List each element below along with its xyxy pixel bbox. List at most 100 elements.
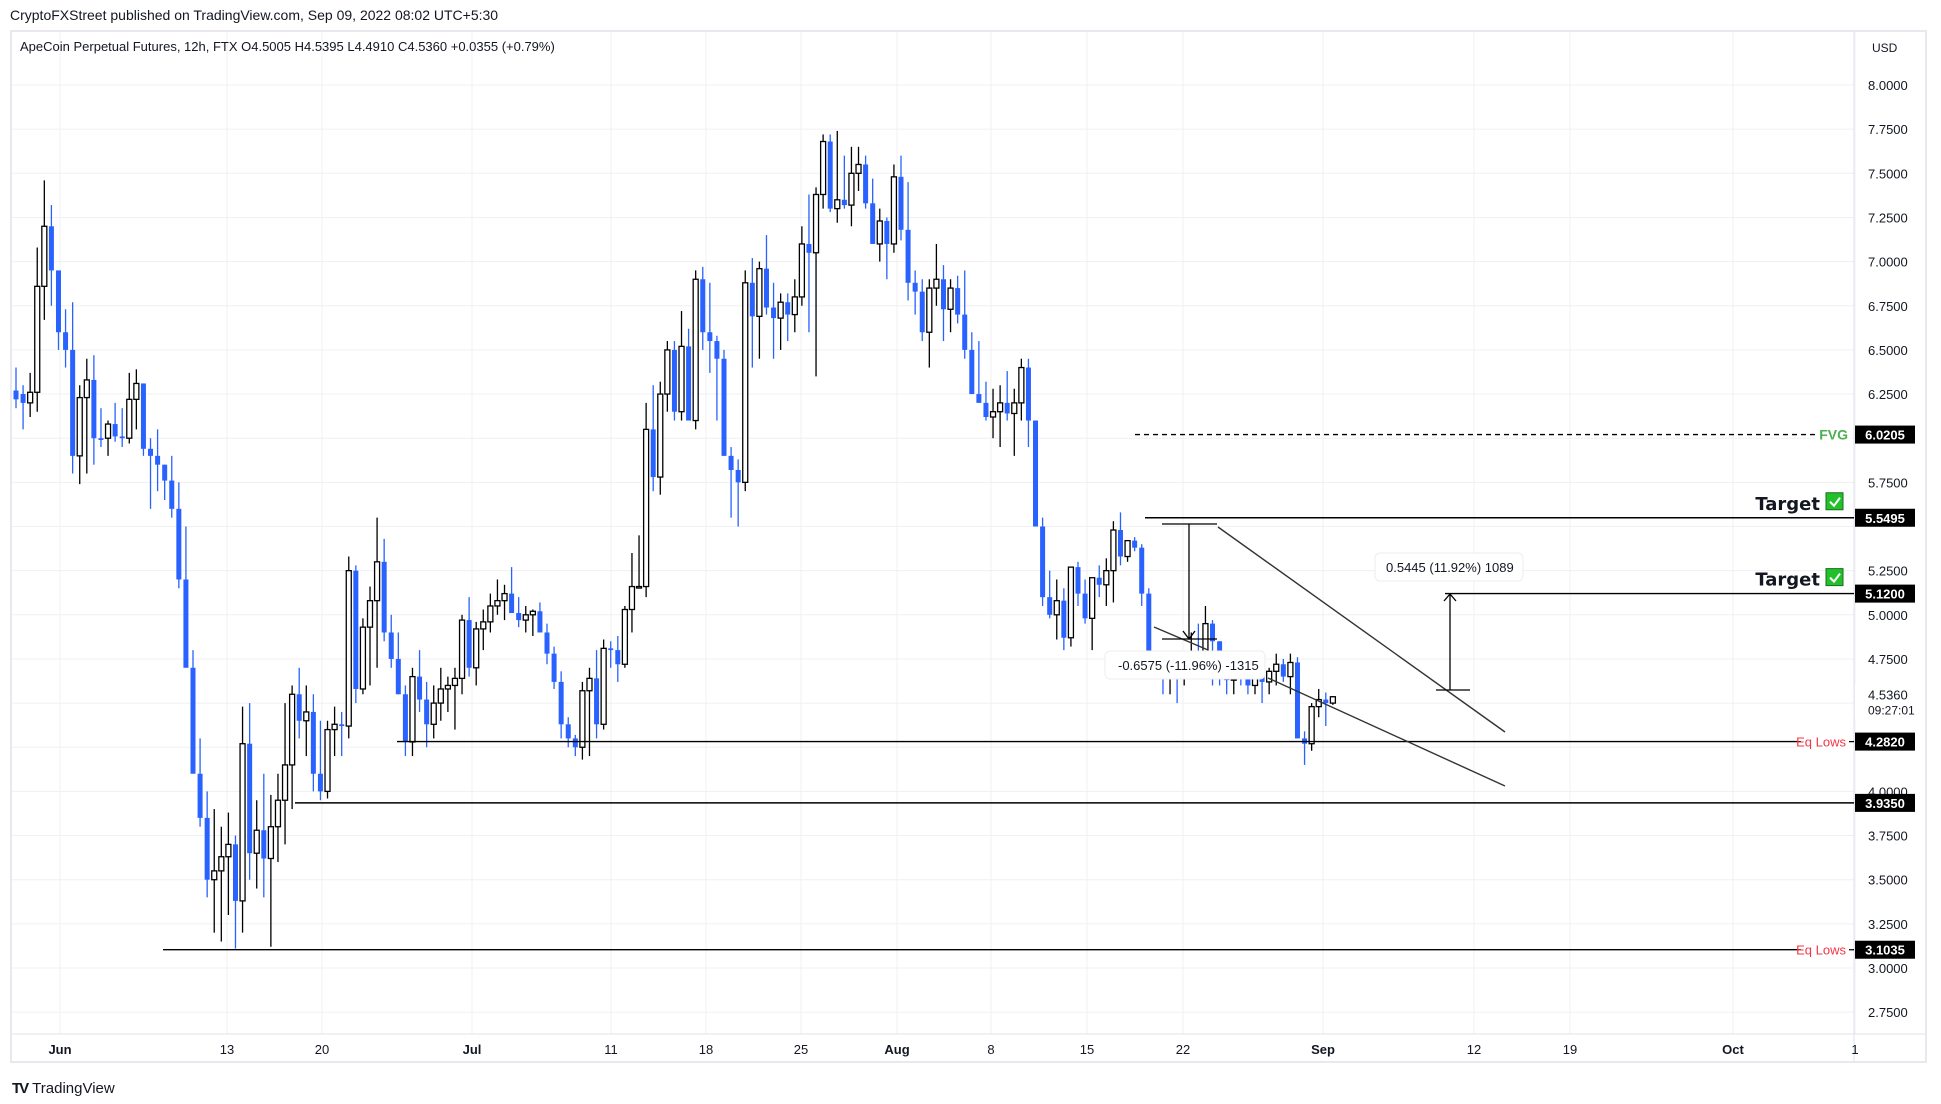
candle bbox=[225, 812, 232, 916]
bear-candle-body bbox=[339, 724, 345, 727]
bear-candle-body bbox=[771, 307, 777, 319]
symbol-legend: ApeCoin Perpetual Futures, 12h, FTX O4.5… bbox=[20, 39, 555, 54]
bull-candle-body bbox=[819, 140, 827, 196]
checkmark-icon bbox=[1829, 497, 1841, 508]
wedge-upper-line[interactable] bbox=[1217, 526, 1506, 733]
candle bbox=[353, 565, 359, 704]
candle bbox=[565, 717, 571, 748]
bear-candle-body bbox=[91, 379, 97, 439]
candle bbox=[686, 328, 692, 421]
bull-candle-body bbox=[359, 626, 367, 690]
bear-candle-body bbox=[827, 141, 833, 209]
grid bbox=[12, 32, 1856, 1034]
price-tag bbox=[1855, 425, 1915, 444]
bear-candle-body bbox=[247, 743, 253, 854]
bull-candle-body bbox=[635, 585, 643, 589]
candle bbox=[742, 270, 749, 492]
bear-candle-body bbox=[119, 436, 125, 439]
bull-candle-body bbox=[657, 393, 664, 478]
bull-candle-body bbox=[600, 647, 607, 725]
bear-candle-body bbox=[1117, 530, 1123, 557]
candle bbox=[133, 369, 140, 430]
bear-candle-body bbox=[112, 424, 118, 437]
fvg-label: FVG bbox=[1819, 427, 1848, 443]
price-tick: 4.7500 bbox=[1868, 652, 1908, 667]
bull-candle-body bbox=[989, 411, 997, 418]
candle bbox=[83, 358, 90, 474]
time-tick: 19 bbox=[1563, 1042, 1577, 1057]
price-axis[interactable]: USD 8.0000 7.7500 7.5000 7.2500 7.0000 6.7500 6… bbox=[1855, 41, 1925, 1020]
time-tick: 22 bbox=[1176, 1042, 1190, 1057]
candle bbox=[303, 685, 310, 757]
bull-candle-body bbox=[409, 675, 416, 743]
wedge-lower-line[interactable] bbox=[1267, 677, 1506, 787]
bear-candle-body bbox=[686, 346, 692, 421]
bear-candle-body bbox=[650, 429, 656, 478]
bear-candle-body bbox=[735, 469, 741, 483]
candle bbox=[1011, 388, 1018, 456]
candle bbox=[615, 635, 621, 682]
annotations[interactable]: FVG Target Target Eq Lows Eq Lows -0.6575 (-1… bbox=[163, 425, 1854, 959]
price-tick: 7.0000 bbox=[1868, 255, 1908, 270]
candle bbox=[812, 187, 820, 377]
bear-candle-body bbox=[870, 203, 876, 244]
candle bbox=[884, 217, 890, 280]
candle bbox=[919, 279, 925, 342]
current-price: 4.5360 bbox=[1868, 688, 1908, 703]
candle bbox=[848, 146, 855, 227]
candle bbox=[1329, 696, 1337, 705]
candle bbox=[579, 681, 586, 760]
bull-candle-body bbox=[76, 396, 83, 457]
check-icon bbox=[1825, 568, 1844, 587]
bear-candle-body bbox=[1139, 547, 1145, 594]
time-tick: 25 bbox=[794, 1042, 808, 1057]
candle bbox=[890, 164, 898, 253]
candle bbox=[261, 773, 267, 898]
measure-text: 0.5445 (11.92%) 1089 bbox=[1386, 560, 1514, 575]
candle bbox=[444, 676, 452, 712]
price-tag bbox=[1855, 793, 1915, 812]
bull-candle-body bbox=[777, 301, 784, 319]
measure-box bbox=[1104, 650, 1266, 680]
candle bbox=[1096, 565, 1102, 598]
bear-candle-body bbox=[353, 570, 359, 689]
price-chart[interactable]: USD 8.0000 7.7500 7.5000 7.2500 7.0000 6.7500 6… bbox=[0, 0, 1941, 1070]
candle bbox=[657, 381, 664, 495]
bear-candle-body bbox=[190, 667, 196, 774]
candle bbox=[572, 734, 578, 757]
candle bbox=[777, 293, 784, 350]
candle bbox=[63, 309, 69, 368]
price-tag bbox=[1855, 584, 1915, 603]
candle bbox=[714, 335, 720, 421]
candle bbox=[855, 146, 862, 191]
bear-candle-body bbox=[20, 394, 26, 403]
candle bbox=[345, 556, 352, 739]
candle bbox=[1082, 579, 1088, 624]
price-tag bbox=[1855, 508, 1915, 527]
candle bbox=[424, 681, 430, 748]
time-tick: Aug bbox=[884, 1042, 909, 1057]
bear-candle-body bbox=[48, 226, 54, 271]
candle bbox=[898, 155, 904, 241]
candle bbox=[834, 130, 841, 223]
candle bbox=[664, 341, 671, 412]
bear-candle-body bbox=[1280, 664, 1286, 677]
time-axis[interactable]: Jun 13 20 Jul 11 18 25 Aug 8 15 22 Sep 12 19 Oct 1 bbox=[48, 1042, 1858, 1057]
bear-candle-body bbox=[183, 579, 189, 668]
bull-candle-body bbox=[996, 402, 1004, 413]
arrow-down-icon bbox=[1182, 630, 1196, 641]
candle bbox=[480, 609, 487, 651]
candle bbox=[267, 794, 275, 947]
candle bbox=[247, 703, 253, 880]
price-tick: 2.7500 bbox=[1868, 1005, 1908, 1020]
bull-candle-body bbox=[41, 225, 48, 287]
bear-candle-body bbox=[148, 448, 154, 456]
bull-candle-body bbox=[926, 287, 933, 333]
brand-label: TradingView bbox=[32, 1080, 115, 1097]
bull-candle-body bbox=[1308, 705, 1315, 745]
time-tick: 11 bbox=[604, 1042, 618, 1057]
candle bbox=[288, 685, 296, 810]
candle bbox=[756, 261, 763, 359]
candle bbox=[1004, 371, 1010, 421]
candle bbox=[1294, 657, 1300, 739]
